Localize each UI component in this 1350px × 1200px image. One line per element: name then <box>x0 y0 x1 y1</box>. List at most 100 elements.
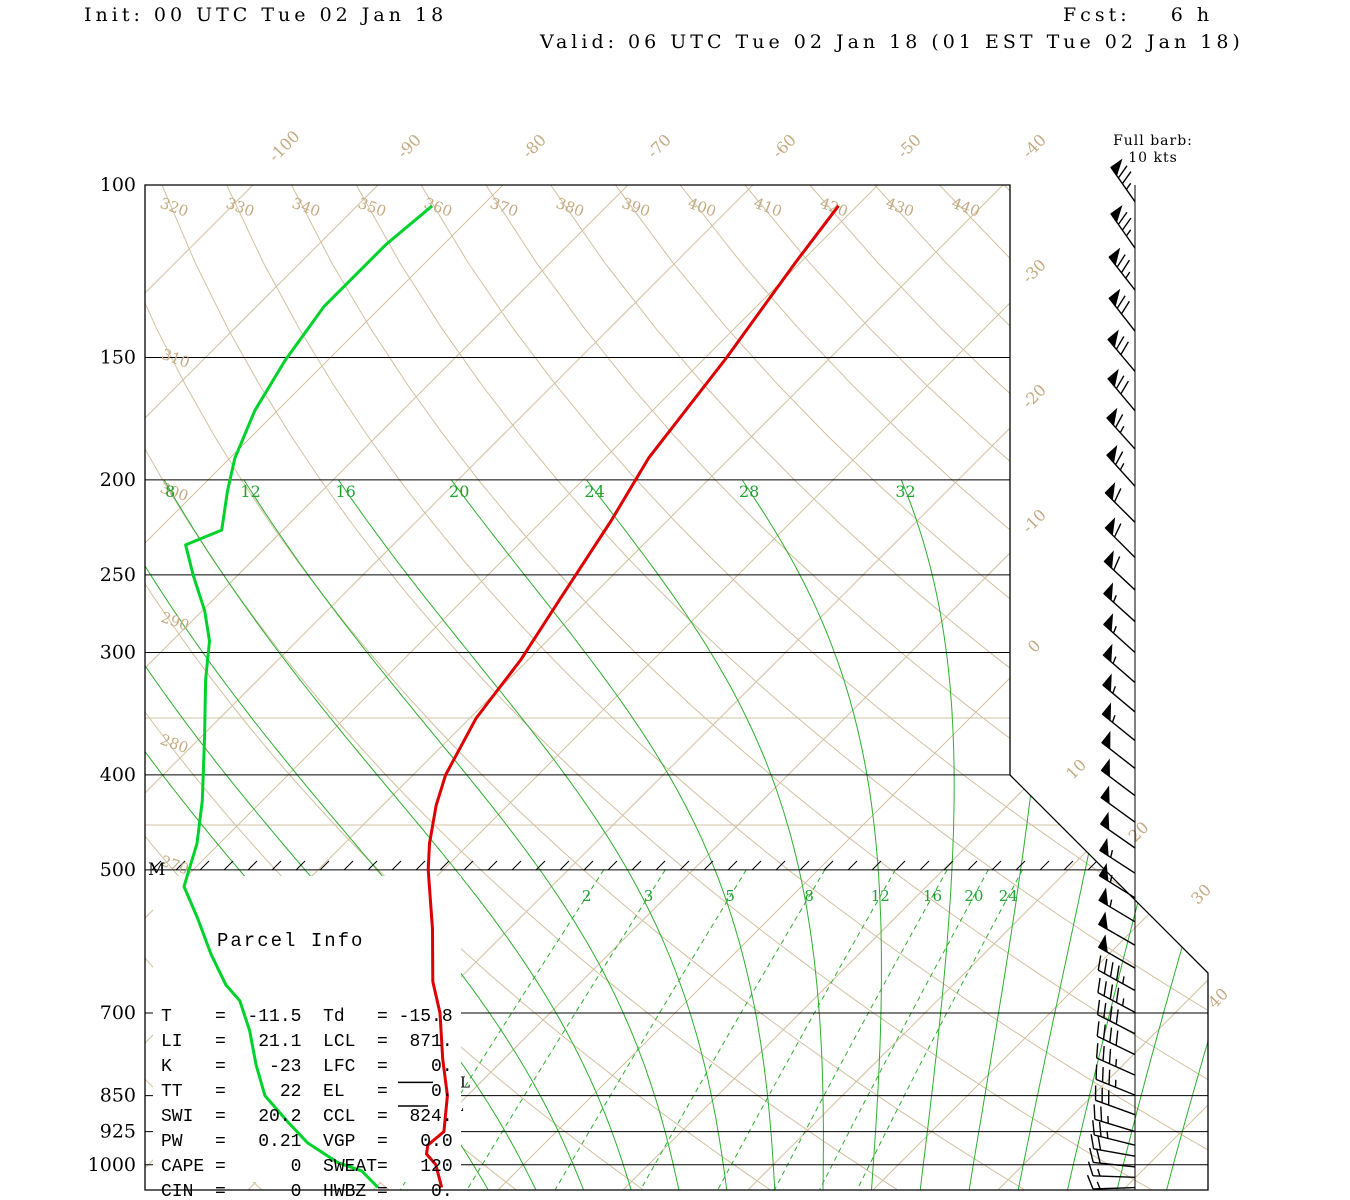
forecast-hour-label: Fcst: 6 h <box>1063 4 1214 26</box>
wind-barb <box>1107 368 1136 412</box>
hatch-tick <box>607 860 618 871</box>
dry-adiabat-label: 320 <box>158 194 191 221</box>
mixing-ratio-label: 24 <box>999 887 1018 905</box>
hatch-tick <box>223 860 234 871</box>
plot-border <box>144 184 1209 1191</box>
dry-adiabat-label: 440 <box>949 194 982 221</box>
moist-adiabat-line <box>243 479 680 1190</box>
pressure-tick-label: 200 <box>100 469 136 491</box>
wind-barb <box>1086 1174 1136 1190</box>
dry-adiabat-label: 360 <box>422 194 455 221</box>
pressure-tick-label: 300 <box>100 641 136 663</box>
wind-barb <box>1100 785 1136 823</box>
wind-barb <box>1102 643 1136 684</box>
pressure-tick-label: 100 <box>100 174 136 196</box>
wind-barb <box>1101 730 1136 769</box>
wind-barb <box>1089 1147 1136 1168</box>
hatch-tick <box>751 860 762 871</box>
hatch-tick <box>391 860 402 871</box>
hatch-tick <box>367 860 378 871</box>
hatch-tick <box>991 860 1002 871</box>
wind-barb <box>1097 911 1136 946</box>
wind-barb <box>1103 550 1136 591</box>
hatch-tick <box>199 860 210 871</box>
isotherm-label: -80 <box>518 130 550 162</box>
dry-adiabat-label: 400 <box>685 194 718 221</box>
pressure-tick-label: 500 <box>100 859 136 881</box>
isotherm-line <box>997 185 1208 1190</box>
wind-barb <box>1103 582 1136 623</box>
wind-barb <box>1104 482 1136 523</box>
moist-adiabat-label: 8 <box>165 482 175 501</box>
hatch-tick <box>463 860 474 871</box>
hatch-tick <box>343 860 354 871</box>
dry-adiabat-label: 330 <box>224 194 257 221</box>
wind-barb <box>1090 1134 1136 1157</box>
moist-adiabat-line <box>1067 479 1208 1190</box>
moist-adiabat-label: 32 <box>895 482 915 501</box>
hatch-tick <box>487 860 498 871</box>
hatch-tick <box>919 860 930 871</box>
hatch-tick <box>535 860 546 871</box>
dry-adiabat-line <box>550 185 1208 1190</box>
wind-barb <box>1108 247 1136 291</box>
hatch-tick <box>175 860 186 871</box>
isotherm-label: -40 <box>1018 130 1050 162</box>
dry-adiabat-line <box>744 185 1208 1190</box>
wind-barb <box>1094 1085 1136 1116</box>
isotherm-label: 0 <box>1024 636 1045 657</box>
isotherm-label: -90 <box>393 130 425 162</box>
dry-adiabat-label: 410 <box>751 194 784 221</box>
wind-barb <box>1103 613 1136 653</box>
isotherm-line <box>872 185 1208 1190</box>
dry-adiabat-line <box>161 185 1152 1190</box>
moist-adiabat-line <box>741 479 883 1190</box>
pressure-tick-label: 925 <box>100 1121 136 1143</box>
moist-adiabat-line <box>337 479 728 1190</box>
mixing-ratio-label: 12 <box>871 887 890 905</box>
wind-barb <box>1110 205 1136 249</box>
isotherm-label: -10 <box>1018 505 1050 537</box>
hatch-tick <box>511 860 522 871</box>
wind-barb <box>1100 758 1136 797</box>
wind-barb <box>1095 1064 1136 1096</box>
wind-barb <box>1106 407 1136 450</box>
isotherm-label: -70 <box>643 130 675 162</box>
wind-barb <box>1092 1120 1136 1146</box>
isotherm-line <box>497 185 1208 1190</box>
pressure-tick-label: 850 <box>100 1085 136 1107</box>
hatch-tick <box>679 860 690 871</box>
dry-adiabat-label: 430 <box>883 194 916 221</box>
dry-adiabat-label: 390 <box>619 194 652 221</box>
dry-adiabat-label: 370 <box>488 194 521 221</box>
isotherm-line <box>145 185 754 1190</box>
wind-barb <box>1097 934 1136 969</box>
mixing-ratio-line <box>640 869 826 1190</box>
mixing-ratio-line <box>774 869 948 1190</box>
moist-adiabat-label: 28 <box>739 482 759 501</box>
wind-barb <box>1095 1043 1136 1076</box>
hatch-tick <box>415 860 426 871</box>
isotherm-line <box>145 185 879 1190</box>
hatch-tick <box>439 860 450 871</box>
moist-adiabat-line <box>586 479 824 1190</box>
isotherm-label: 30 <box>1187 880 1215 908</box>
mixing-ratio-line <box>856 869 1023 1190</box>
wind-barb <box>1099 811 1136 849</box>
hatch-tick <box>727 860 738 871</box>
isotherm-line <box>1248 185 1350 1190</box>
wind-barb <box>1098 887 1136 923</box>
dry-adiabat-line <box>291 185 1208 1190</box>
hatch-tick <box>655 860 666 871</box>
wind-barb-legend-line1: Full barb: <box>1113 133 1193 149</box>
wind-barb <box>1108 288 1136 332</box>
moist-adiabat-label: 12 <box>240 482 260 501</box>
moist-adiabat-line <box>968 479 1047 1190</box>
wind-barb <box>1096 999 1136 1035</box>
hatch-tick <box>1063 860 1074 871</box>
isotherm-line <box>145 185 504 1190</box>
pressure-tick-label: 150 <box>100 347 136 369</box>
wind-barb <box>1099 837 1136 874</box>
